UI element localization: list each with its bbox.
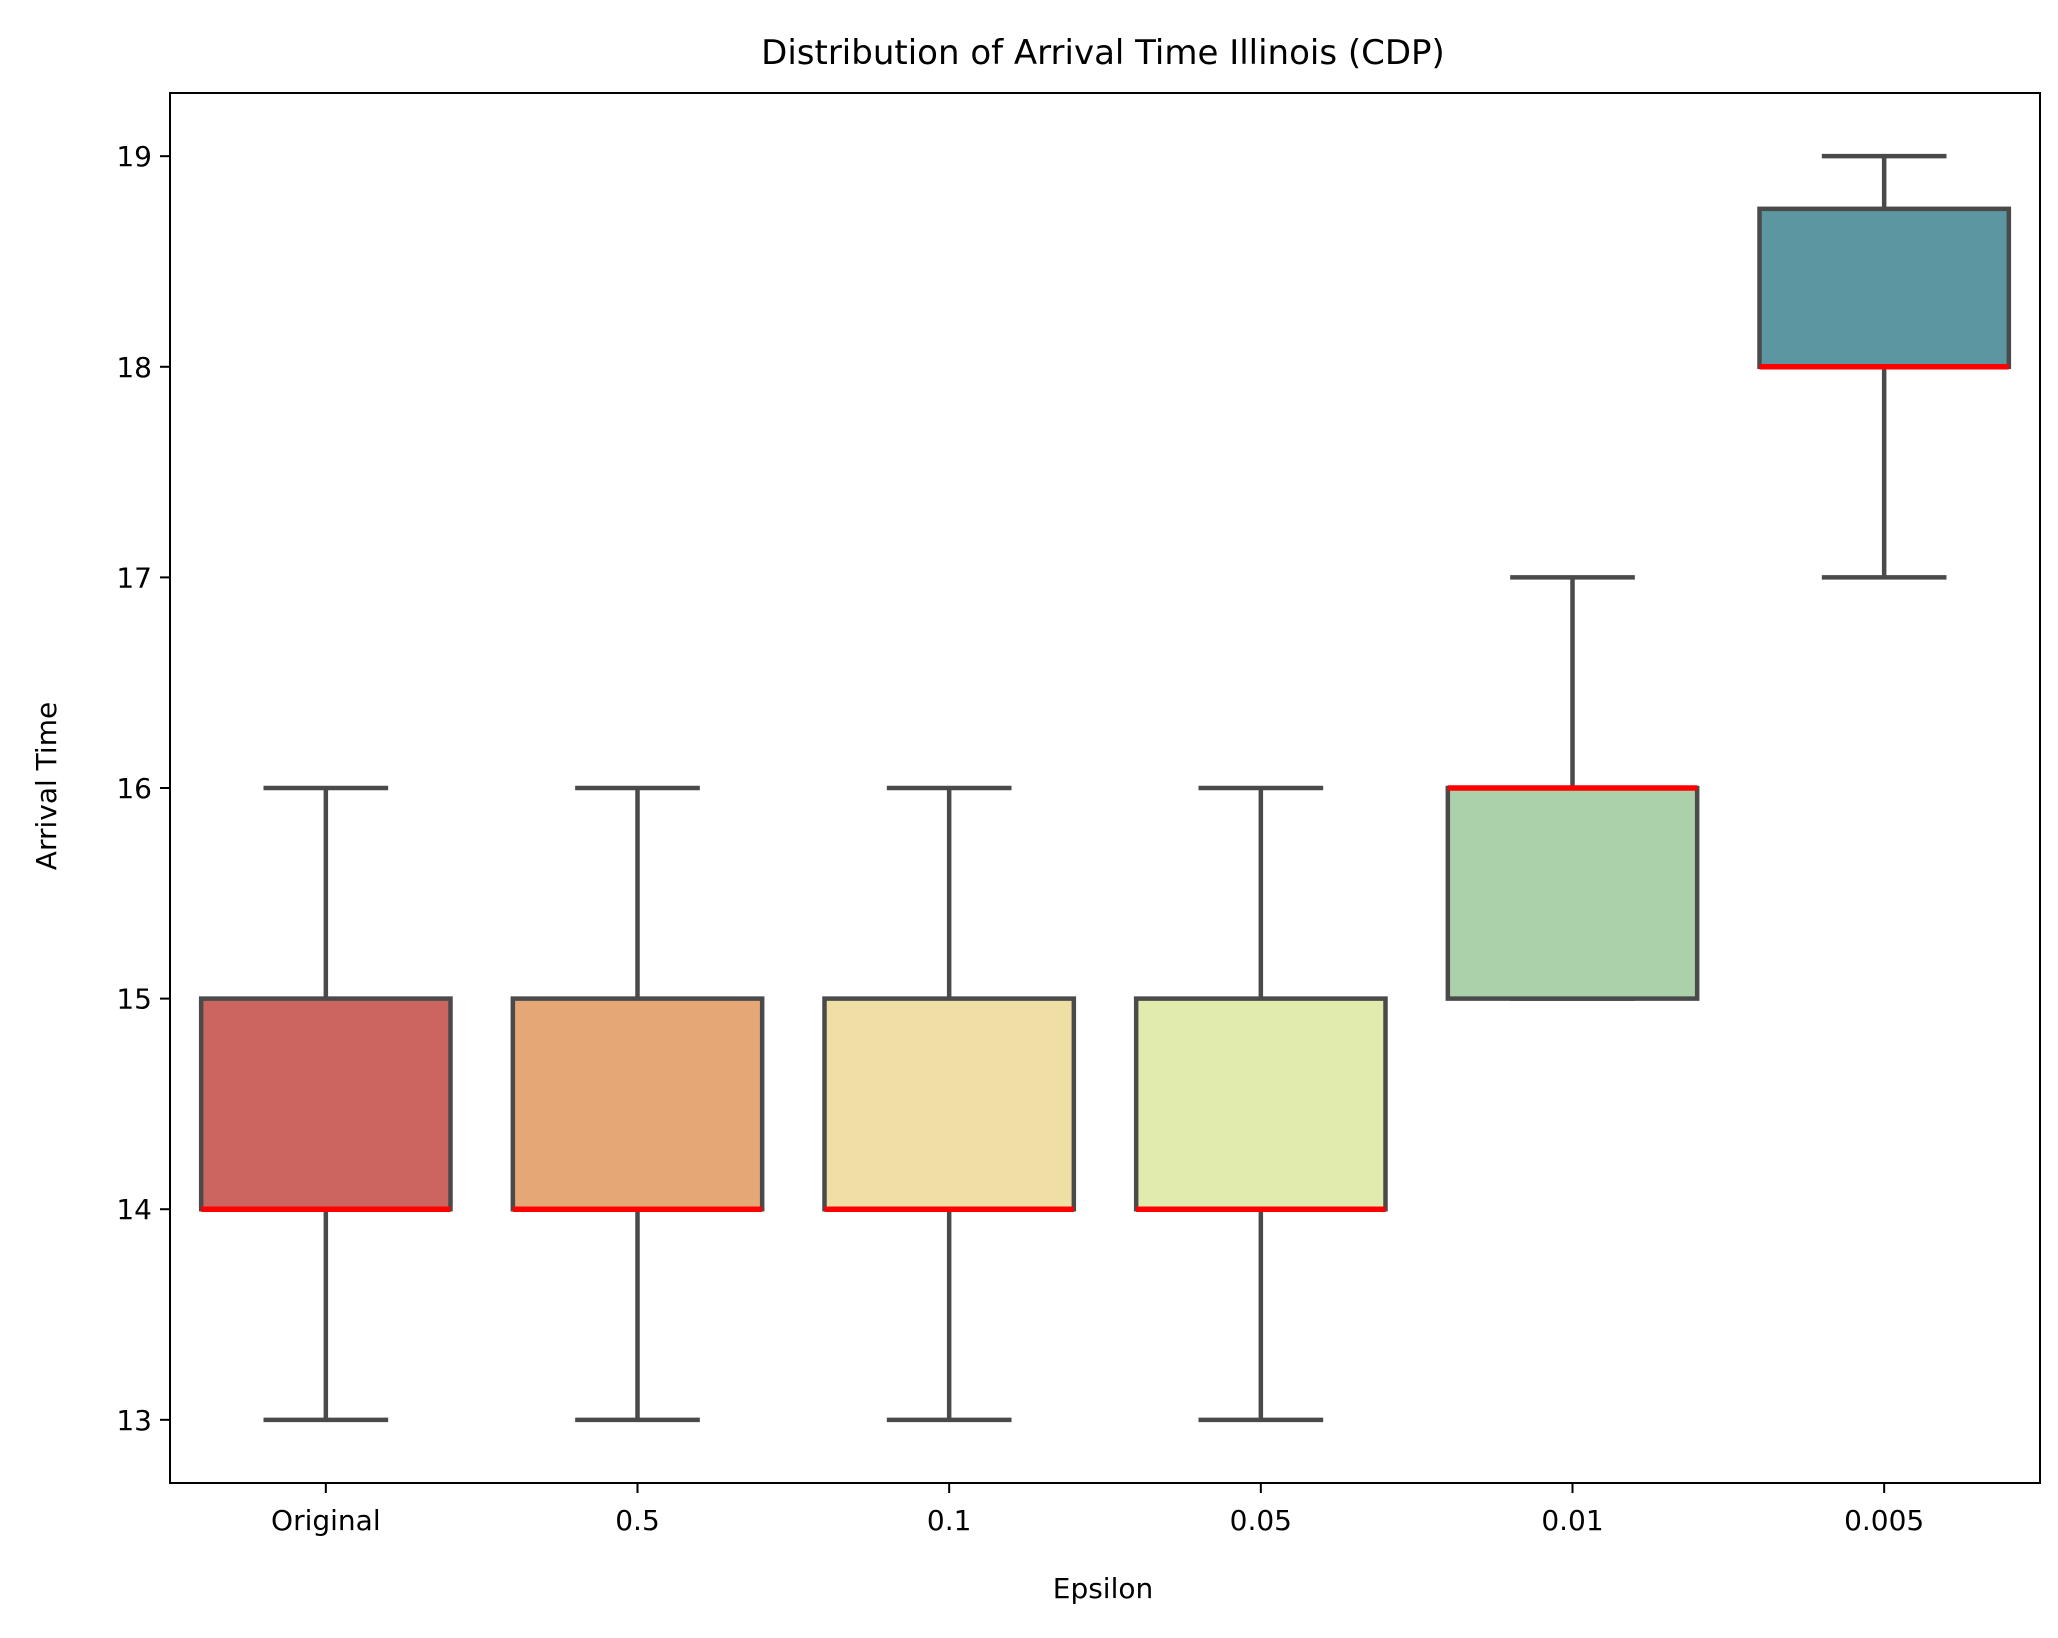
y-tick-label: 15: [116, 983, 152, 1016]
box-0.1: [822, 996, 1077, 1212]
x-tick-label: 0.005: [1844, 1504, 1924, 1537]
y-tick-label: 13: [116, 1404, 152, 1437]
x-axis-label: Epsilon: [1053, 1572, 1154, 1605]
box-0.01: [1445, 785, 1700, 1001]
box-0.5: [510, 996, 765, 1212]
y-tick-label: 18: [116, 351, 152, 384]
plot-area: 13 14 15 16 17 18 19 Original 0.5 0.1 0.05 0.01 0.00…: [116, 92, 2041, 1537]
plot-frame: [169, 92, 2041, 1484]
y-axis-label: Arrival Time: [30, 702, 63, 870]
x-tick-label: Original: [271, 1504, 381, 1537]
x-tick-label: 0.05: [1230, 1504, 1292, 1537]
chart-title: Distribution of Arrival Time Illinois (C…: [761, 33, 1445, 73]
x-tick-label: 0.01: [1541, 1504, 1603, 1537]
y-tick-label: 19: [116, 140, 152, 173]
x-tick-label: 0.5: [615, 1504, 660, 1537]
y-tick-label: 17: [116, 561, 152, 594]
y-tick-label: 16: [116, 772, 152, 805]
box-0.005: [1757, 206, 2012, 370]
y-tick-label: 14: [116, 1193, 152, 1226]
box-Original: [198, 996, 453, 1212]
x-tick-label: 0.1: [927, 1504, 972, 1537]
box-0.05: [1133, 996, 1388, 1212]
